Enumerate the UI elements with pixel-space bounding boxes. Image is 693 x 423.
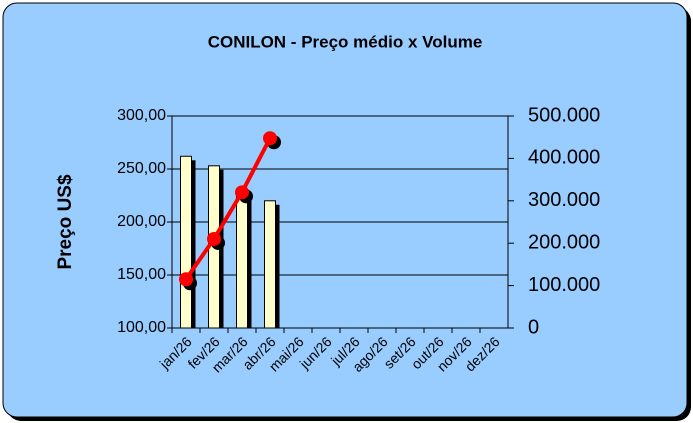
y-tick-label: 250,00	[117, 160, 166, 177]
y-tick-label: 100,00	[117, 319, 166, 336]
y-tick-label: 200,00	[117, 213, 166, 230]
y2-tick-label: 100.000	[528, 274, 600, 296]
y2-tick-label: 300.000	[528, 189, 600, 211]
line	[184, 137, 272, 281]
bar	[236, 191, 248, 329]
y2-tick-label: 0	[528, 316, 539, 338]
y2-tick-label: 200.000	[528, 231, 600, 253]
marker	[207, 231, 221, 246]
y-tick-label: 150,00	[117, 266, 166, 283]
y-tick-label: 300,00	[117, 107, 166, 124]
y2-tick-label: 500.000	[528, 104, 600, 126]
marker	[263, 131, 277, 146]
bar	[264, 200, 276, 329]
marker	[235, 185, 249, 200]
chart-title: CONILON - Preço médio x Volume	[208, 32, 483, 51]
y-axis-title: Preço US$	[55, 174, 76, 269]
frame	[2, 2, 688, 418]
marker	[179, 272, 193, 287]
y2-tick-label: 400.000	[528, 147, 600, 169]
bar	[180, 155, 192, 329]
